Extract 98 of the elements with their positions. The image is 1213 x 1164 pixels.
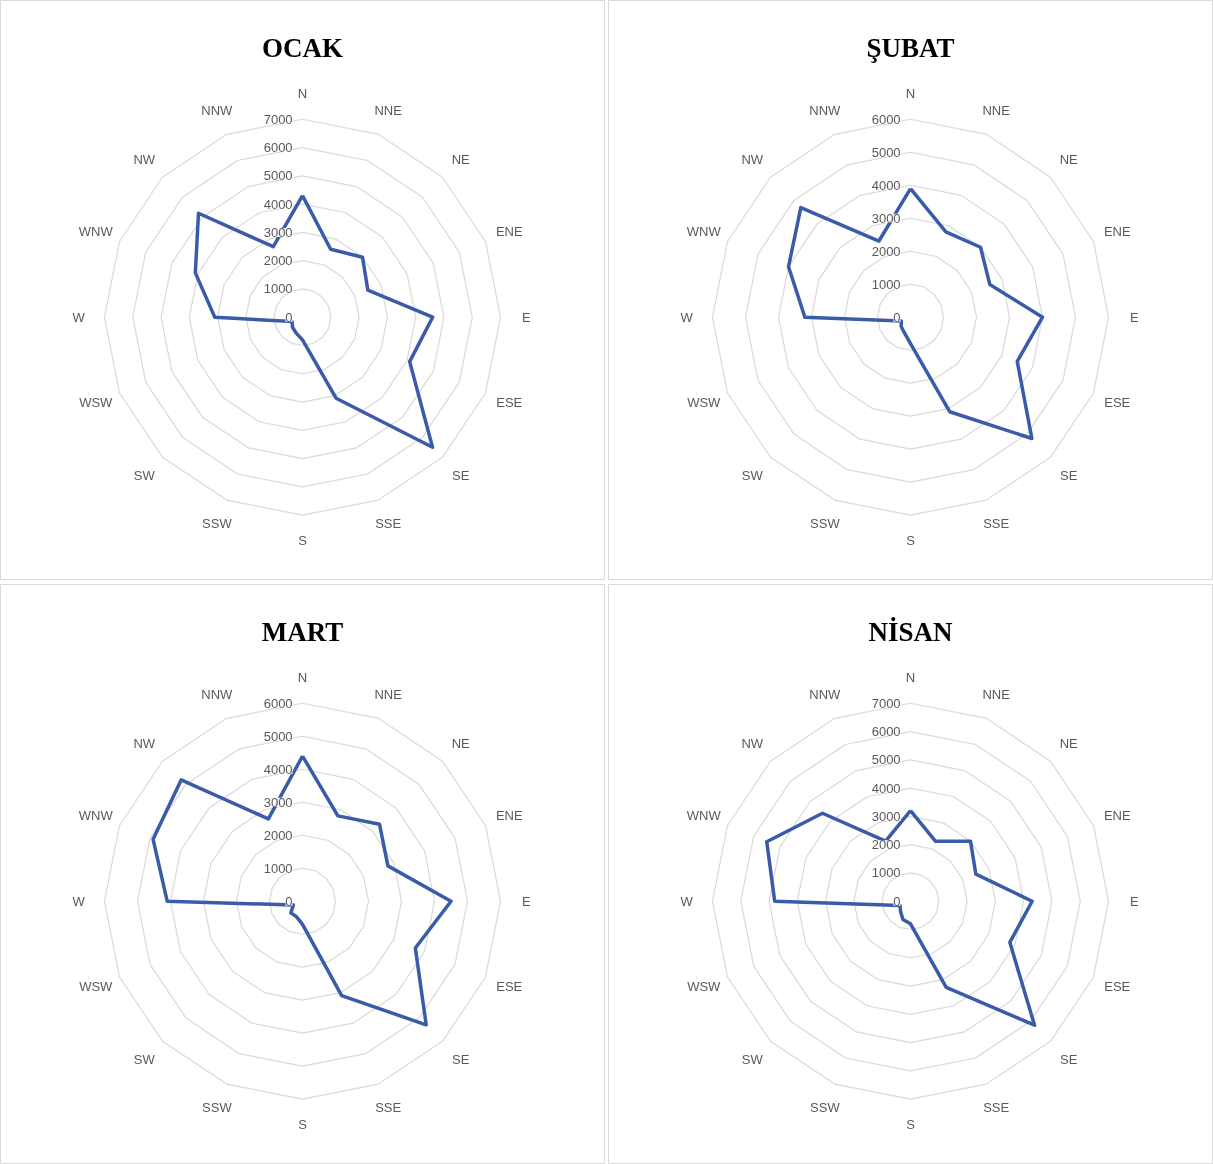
spoke-label: WSW [79,395,114,411]
spoke-label: WNW [686,224,722,240]
spoke-label: WSW [79,979,114,995]
spoke-label: WSW [687,979,722,995]
chart-title: ŞUBAT [866,33,955,64]
spoke-label: E [1129,893,1139,909]
spoke-label: WNW [78,808,114,824]
y-tick-label: 2000 [263,827,293,843]
spoke-label: SW [133,467,156,483]
y-tick-label: 6000 [263,140,293,156]
spoke-label: NE [1059,151,1079,167]
y-tick-label: 5000 [871,144,901,160]
spoke-label: NNE [374,103,403,119]
spoke-label: ESE [496,979,523,995]
spoke-label: NW [133,735,156,751]
spoke-label: ENE [495,224,523,240]
spoke-label: ESE [1104,395,1131,411]
y-tick-label: 2000 [263,253,293,269]
spoke-label: ENE [1103,224,1131,240]
y-tick-label: 6000 [263,695,293,711]
y-tick-label: 7000 [871,695,901,711]
chart-title: MART [261,617,344,648]
spoke-label: ESE [496,395,523,411]
spoke-label: NE [451,151,471,167]
spoke-label: WSW [687,395,722,411]
y-tick-label: 4000 [263,761,293,777]
spoke-label: SE [1060,1051,1078,1067]
spoke-label: SW [741,467,764,483]
chart-title: NİSAN [868,617,954,648]
spoke-label: SE [452,467,470,483]
spoke-label: S [906,1117,916,1133]
spoke-label: NW [741,151,764,167]
spoke-label: N [905,86,916,102]
spoke-label: NNE [374,687,403,703]
spoke-label: SW [741,1051,764,1067]
spoke-label: SSE [983,1100,1010,1116]
spoke-label: E [521,893,531,909]
y-tick-label: 4000 [871,177,901,193]
spoke-label: W [680,309,694,325]
spoke-label: W [72,309,86,325]
y-tick-label: 0 [285,893,293,909]
y-tick-label: 0 [893,893,901,909]
spoke-label: NNW [809,103,842,119]
spoke-label: S [906,533,916,549]
spoke-label: NNW [201,103,234,119]
spoke-label: NE [1059,735,1079,751]
y-tick-label: 5000 [871,752,901,768]
y-tick-label: 1000 [871,276,901,292]
spoke-label: S [298,533,308,549]
y-tick-label: 6000 [871,724,901,740]
y-tick-label: 6000 [871,111,901,127]
y-tick-label: 3000 [871,210,901,226]
spoke-label: SSW [202,1100,233,1116]
y-tick-label: 4000 [263,196,293,212]
spoke-label: SSW [810,516,841,532]
spoke-label: WNW [686,808,722,824]
spoke-label: NW [133,151,156,167]
y-tick-label: 1000 [263,281,293,297]
y-tick-label: 5000 [263,168,293,184]
spoke-label: NW [741,735,764,751]
spoke-label: SE [1060,467,1078,483]
y-tick-label: 3000 [263,794,293,810]
spoke-label: NE [451,735,471,751]
spoke-label: NNE [982,687,1011,703]
spoke-label: N [905,670,916,686]
y-tick-label: 2000 [871,837,901,853]
y-tick-label: 3000 [263,224,293,240]
spoke-label: E [1129,309,1139,325]
spoke-label: W [72,893,86,909]
spoke-label: SW [133,1051,156,1067]
spoke-label: SSW [202,516,233,532]
spoke-label: WNW [78,224,114,240]
y-tick-label: 7000 [263,111,293,127]
y-tick-label: 4000 [871,780,901,796]
spoke-label: W [680,893,694,909]
y-tick-label: 0 [285,309,293,325]
chart-title: OCAK [262,33,343,64]
spoke-label: S [298,1117,308,1133]
spoke-label: NNW [809,687,842,703]
spoke-label: NNE [982,103,1011,119]
spoke-label: N [297,670,308,686]
y-tick-label: 2000 [871,243,901,259]
spoke-label: ENE [495,808,523,824]
y-tick-label: 3000 [871,808,901,824]
spoke-label: SSE [375,516,402,532]
spoke-label: SE [452,1051,470,1067]
spoke-label: SSE [983,516,1010,532]
y-tick-label: 5000 [263,728,293,744]
y-tick-label: 1000 [263,860,293,876]
spoke-label: N [297,86,308,102]
spoke-label: E [521,309,531,325]
spoke-label: SSE [375,1100,402,1116]
spoke-label: NNW [201,687,234,703]
spoke-label: SSW [810,1100,841,1116]
spoke-label: ESE [1104,979,1131,995]
y-tick-label: 1000 [871,865,901,881]
y-tick-label: 0 [893,309,901,325]
spoke-label: ENE [1103,808,1131,824]
